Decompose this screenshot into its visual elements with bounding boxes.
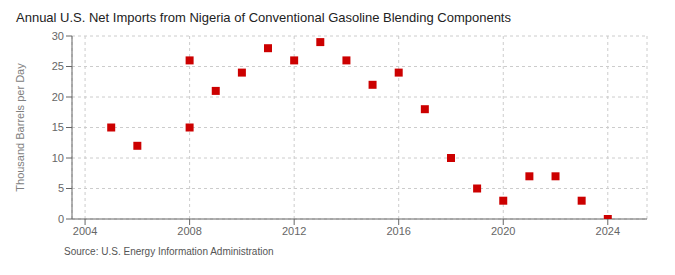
svg-text:15: 15 (52, 121, 64, 133)
svg-text:2004: 2004 (73, 225, 97, 237)
html-text:Annual U.S. Net Imports from N: Annual U.S. Net Imports from Nigeria of … (16, 10, 511, 25)
svg-text:2008: 2008 (177, 225, 201, 237)
svg-text:20: 20 (52, 91, 64, 103)
svg-text:0: 0 (58, 213, 64, 225)
svg-text:10: 10 (52, 152, 64, 164)
svg-text:30: 30 (52, 30, 64, 42)
html-text:Source: U.S. Energy Informatio: Source: U.S. Energy Information Administ… (64, 246, 274, 257)
svg-text:2024: 2024 (596, 225, 620, 237)
svg-text:2016: 2016 (386, 225, 410, 237)
svg-text:5: 5 (58, 182, 64, 194)
svg-text:25: 25 (52, 60, 64, 72)
svg-text:Thousand Barrels per Day: Thousand Barrels per Day (14, 63, 26, 192)
svg-text:2012: 2012 (282, 225, 306, 237)
svg-text:2020: 2020 (491, 225, 515, 237)
